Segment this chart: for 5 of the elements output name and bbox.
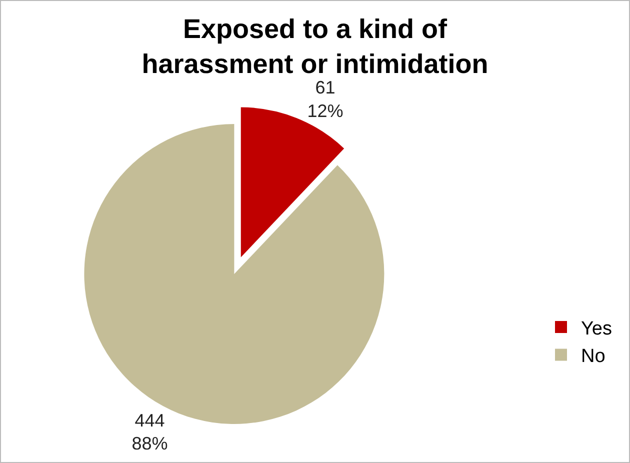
data-label: 444 88%	[132, 410, 168, 454]
chart-title: Exposed to a kind of harassment or intimidation	[142, 14, 488, 79]
data-label: 61 12%	[307, 78, 344, 121]
legend-label: No	[581, 346, 606, 368]
legend-label: Yes	[581, 318, 612, 340]
